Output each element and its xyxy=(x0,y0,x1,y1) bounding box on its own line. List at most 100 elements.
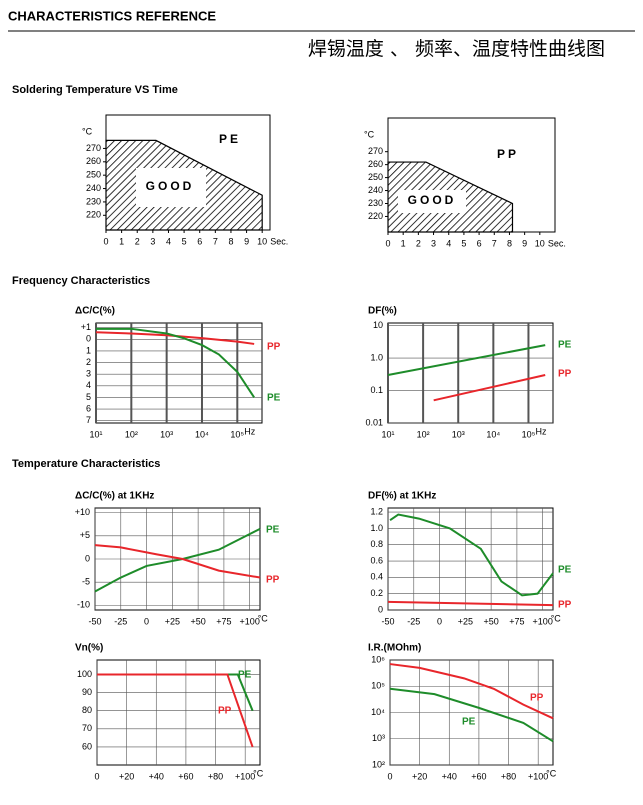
section-heading: Soldering Temperature VS Time xyxy=(12,84,178,96)
x-tick-label: +20 xyxy=(119,771,134,781)
series-label: PE xyxy=(267,393,281,404)
x-tick-label: 4 xyxy=(446,238,451,248)
y-tick-label: -10 xyxy=(77,600,90,610)
x-tick-label: 8 xyxy=(507,238,512,248)
y-tick-label: 7 xyxy=(86,415,91,425)
y-tick-label: 0.6 xyxy=(370,555,383,565)
y-tick-label: 0.1 xyxy=(370,385,383,395)
x-tick-label: 10⁴ xyxy=(486,429,500,439)
annotation: GOOD xyxy=(408,193,457,207)
series-label: PP xyxy=(558,369,572,380)
y-tick-label: 230 xyxy=(86,196,101,206)
x-tick-label: 0 xyxy=(103,236,108,246)
x-tick-label: 10³ xyxy=(160,429,173,439)
line xyxy=(387,600,554,607)
x-tick-label: +100 xyxy=(235,771,255,781)
x-tick-label: 8 xyxy=(228,236,233,246)
y-tick-label: 1.0 xyxy=(370,523,383,533)
line xyxy=(387,344,546,377)
y-tick-label: 0 xyxy=(85,553,90,563)
y-tick-label: 60 xyxy=(82,741,92,751)
y-tick-label: 240 xyxy=(86,183,101,193)
section-heading: Frequency Characteristics xyxy=(12,275,150,287)
y-tick-label: 260 xyxy=(86,156,101,166)
x-tick-label: 10⁵ xyxy=(230,429,244,439)
section-heading: Temperature Characteristics xyxy=(12,458,160,470)
x-tick-label: +60 xyxy=(471,771,486,781)
x-tick-label: -50 xyxy=(88,616,101,626)
y-tick-label: 10 xyxy=(373,320,383,330)
x-tick-label: 5 xyxy=(461,238,466,248)
y-tick-label: 250 xyxy=(368,172,383,182)
x-tick-label: 2 xyxy=(135,236,140,246)
y-tick-label: 220 xyxy=(368,211,383,221)
x-tick-label: 0 xyxy=(94,771,99,781)
x-tick-label: +100 xyxy=(533,616,553,626)
y-tick-label: 3 xyxy=(86,369,91,379)
y-tick-label: 0.4 xyxy=(370,572,383,582)
series-label: PE xyxy=(238,670,252,681)
y-tick-label: 1.2 xyxy=(370,506,383,516)
y-tick-label: 80 xyxy=(82,705,92,715)
plot-area xyxy=(387,322,554,424)
line xyxy=(94,527,261,593)
y-tick-label: 0.01 xyxy=(365,417,383,427)
x-unit: Sec. xyxy=(270,236,288,246)
y-tick-label: 90 xyxy=(82,687,92,697)
y-tick-label: 0 xyxy=(378,604,383,614)
x-unit: °C xyxy=(551,613,562,623)
y-tick-label: +5 xyxy=(80,530,90,540)
y-tick-label: 70 xyxy=(82,723,92,733)
x-tick-label: 10² xyxy=(125,429,138,439)
y-tick-label: 0.8 xyxy=(370,539,383,549)
y-tick-label: +1 xyxy=(81,322,91,332)
x-tick-label: 10³ xyxy=(452,429,465,439)
x-tick-label: 1 xyxy=(119,236,124,246)
x-tick-label: 7 xyxy=(213,236,218,246)
line xyxy=(96,327,255,398)
line xyxy=(389,663,554,720)
x-tick-label: 4 xyxy=(166,236,171,246)
x-tick-label: 0 xyxy=(387,771,392,781)
y-tick-label: +10 xyxy=(75,507,90,517)
x-tick-label: 0 xyxy=(437,616,442,626)
y-tick-label: 260 xyxy=(368,159,383,169)
x-tick-label: -50 xyxy=(381,616,394,626)
y-tick-label: 2 xyxy=(86,357,91,367)
label-box xyxy=(136,168,206,207)
y-tick-label: 270 xyxy=(86,143,101,153)
x-tick-label: 6 xyxy=(477,238,482,248)
plot-area xyxy=(387,507,554,611)
x-tick-label: +100 xyxy=(528,771,548,781)
x-tick-label: +100 xyxy=(240,616,260,626)
x-tick-label: +60 xyxy=(178,771,193,781)
page-title: CHARACTERISTICS REFERENCE xyxy=(8,8,216,23)
y-tick-label: 4 xyxy=(86,380,91,390)
y-tick-label: 5 xyxy=(86,392,91,402)
series-label: PE xyxy=(266,525,280,536)
x-tick-label: 9 xyxy=(244,236,249,246)
y-tick-label: 10³ xyxy=(372,733,385,743)
line xyxy=(97,673,254,748)
y-tick-label: 230 xyxy=(368,198,383,208)
x-tick-label: +40 xyxy=(149,771,164,781)
y-tick-label: -5 xyxy=(82,577,90,587)
x-unit: °C xyxy=(546,768,557,778)
x-tick-label: 10⁴ xyxy=(195,429,209,439)
y-tick-label: 0.2 xyxy=(370,588,383,598)
x-tick-label: -25 xyxy=(407,616,420,626)
line xyxy=(389,687,554,743)
x-tick-label: 1 xyxy=(401,238,406,248)
x-tick-label: 10² xyxy=(417,429,430,439)
x-tick-label: 10¹ xyxy=(381,429,394,439)
x-tick-label: 3 xyxy=(431,238,436,248)
chart-title: ΔC/C(%) xyxy=(75,306,115,317)
series-label: PE xyxy=(462,717,476,728)
y-tick-label: 0 xyxy=(86,334,91,344)
x-tick-label: +50 xyxy=(190,616,205,626)
x-tick-label: +20 xyxy=(412,771,427,781)
x-tick-label: +25 xyxy=(165,616,180,626)
y-tick-label: 250 xyxy=(86,170,101,180)
chart-title: Vn(%) xyxy=(75,643,103,654)
